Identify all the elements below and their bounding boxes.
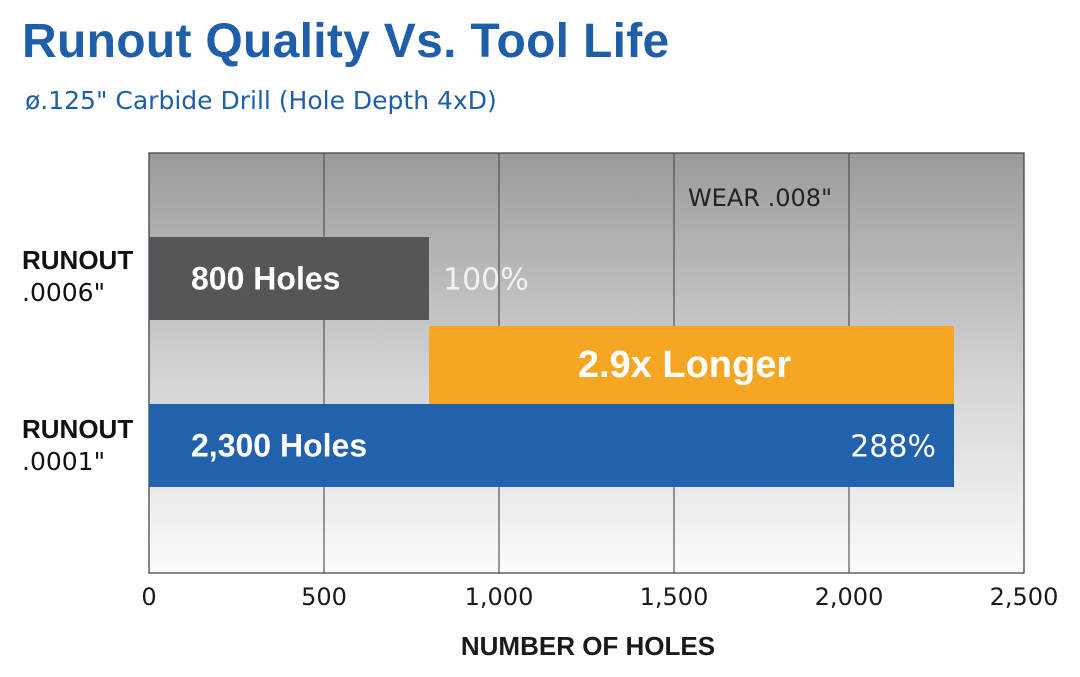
category-label-title: RUNOUT [22,245,133,275]
bar-value-label: 2,300 Holes [191,428,367,464]
wear-annotation: WEAR .008" [688,184,832,212]
x-tick-label: 500 [301,583,347,611]
chart-subtitle: ø.125" Carbide Drill (Hole Depth 4xD) [25,86,497,115]
bar-percent-label: 288% [850,430,936,465]
x-tick-label: 2,000 [815,583,884,611]
chart-title: Runout Quality Vs. Tool Life [22,15,670,68]
x-tick-label: 0 [141,583,156,611]
x-tick-label: 2,500 [990,583,1059,611]
difference-bar-label: 2.9x Longer [578,344,791,386]
category-label-value: .0001" [22,447,105,476]
category-label-value: .0006" [22,278,105,307]
bar-runout-0006 [149,237,429,320]
bars [149,237,954,487]
x-tick-label: 1,000 [465,583,534,611]
x-tick-label: 1,500 [640,583,709,611]
category-label-title: RUNOUT [22,414,133,444]
difference-bar [429,326,954,404]
bar-labels: 800 Holes 100% 2,300 Holes 288% 2.9x Longer [191,261,936,465]
category-labels: RUNOUT .0006" RUNOUT .0001" [22,245,133,476]
bar-runout-0001 [149,404,954,487]
x-axis-label: NUMBER OF HOLES [461,631,715,661]
bar-percent-label: 100% [443,263,529,298]
x-tick-labels: 0 500 1,000 1,500 2,000 2,500 [141,583,1058,611]
bar-value-label: 800 Holes [191,261,340,297]
